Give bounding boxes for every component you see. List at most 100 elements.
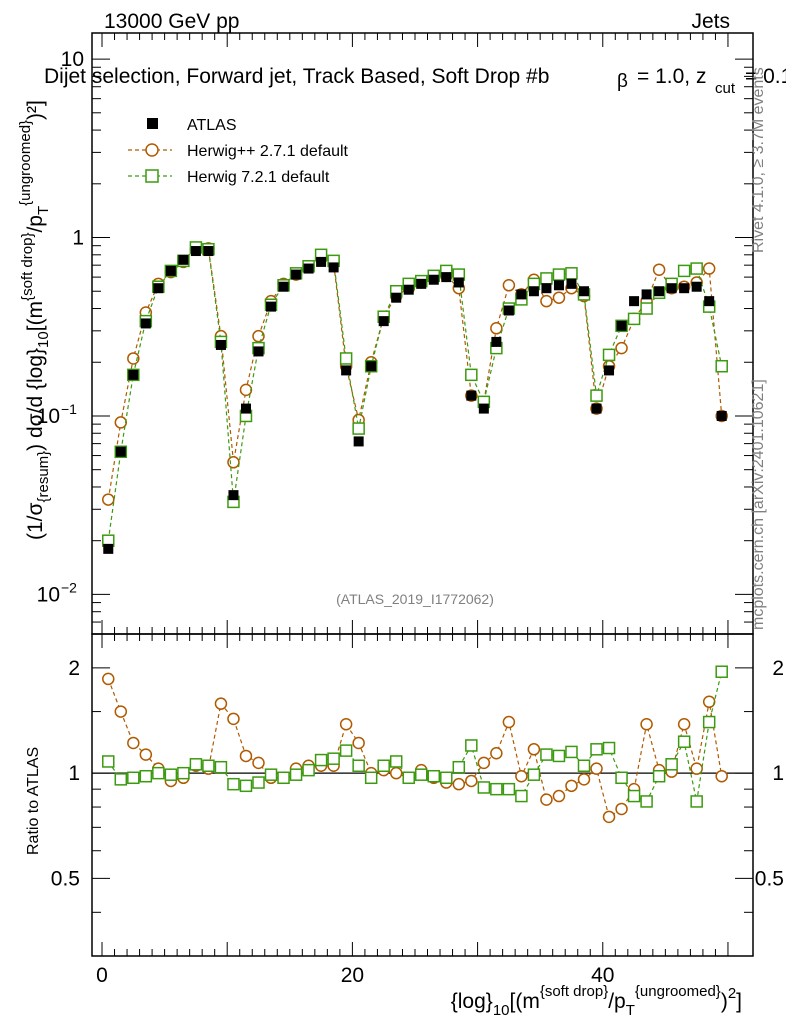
data-point bbox=[566, 278, 577, 289]
y-axis-label-main: (1/σ{resum}) dσ/d {log}10[(m{soft drop}/… bbox=[17, 100, 52, 540]
data-point bbox=[616, 320, 627, 331]
data-point bbox=[640, 717, 653, 731]
data-point bbox=[114, 705, 128, 718]
data-point bbox=[228, 490, 239, 501]
series-main-open-circle bbox=[102, 242, 728, 506]
data-point bbox=[391, 292, 402, 303]
x-axis-label: {log}10[(m{soft drop}/pT{ungroomed})2] bbox=[451, 983, 742, 1019]
zcut-value: = 0.1 bbox=[745, 65, 786, 88]
data-point bbox=[402, 771, 415, 785]
beta-zcut-text: = 1.0, z bbox=[637, 65, 706, 88]
data-point bbox=[502, 279, 516, 292]
data-point bbox=[704, 296, 715, 307]
data-point bbox=[677, 264, 691, 278]
data-point bbox=[291, 269, 302, 280]
data-point bbox=[252, 756, 265, 770]
beta-glyph: β bbox=[617, 71, 628, 92]
data-point bbox=[414, 768, 428, 781]
data-point bbox=[453, 277, 464, 288]
data-point bbox=[114, 416, 128, 429]
data-point bbox=[227, 456, 240, 469]
data-point bbox=[715, 769, 728, 783]
data-point bbox=[289, 768, 303, 781]
data-point bbox=[702, 262, 716, 275]
data-point bbox=[677, 717, 691, 731]
data-point bbox=[214, 760, 228, 774]
data-point bbox=[540, 748, 553, 761]
data-point bbox=[666, 283, 677, 294]
data-point bbox=[416, 278, 427, 289]
data-point bbox=[553, 280, 564, 291]
data-point bbox=[590, 389, 603, 402]
selection-title: Dijet selection, Forward jet, Track Base… bbox=[44, 65, 549, 88]
data-point bbox=[202, 759, 215, 772]
y-tick-label: 1 bbox=[72, 227, 84, 250]
data-point bbox=[702, 695, 716, 709]
data-point bbox=[552, 749, 566, 763]
data-point bbox=[640, 795, 653, 808]
data-point bbox=[239, 383, 253, 397]
data-point bbox=[690, 795, 703, 808]
data-point bbox=[139, 769, 153, 783]
data-point bbox=[490, 782, 503, 796]
data-point bbox=[352, 422, 365, 435]
data-point bbox=[352, 736, 365, 750]
y-tick-exponent: −2 bbox=[61, 579, 77, 595]
zcut-subscript: cut bbox=[715, 80, 736, 97]
data-point bbox=[540, 793, 553, 806]
data-point bbox=[565, 779, 578, 793]
data-point bbox=[139, 748, 153, 761]
data-point bbox=[328, 262, 339, 273]
data-point bbox=[690, 762, 703, 775]
ratio-y-tick-label: 2 bbox=[68, 657, 80, 680]
data-point bbox=[578, 286, 589, 297]
series-line bbox=[107, 671, 723, 803]
data-point bbox=[615, 802, 628, 816]
data-point bbox=[114, 773, 128, 786]
data-point bbox=[352, 759, 365, 772]
data-point bbox=[277, 771, 290, 785]
y-tick-label: 10 bbox=[37, 405, 60, 428]
data-point bbox=[102, 493, 115, 506]
data-point bbox=[189, 758, 203, 771]
data-point bbox=[629, 296, 640, 307]
y-axis-label-ratio: Ratio to ATLAS bbox=[25, 747, 42, 855]
data-point bbox=[364, 771, 378, 785]
data-point bbox=[403, 284, 414, 295]
data-point bbox=[715, 665, 728, 678]
data-point bbox=[389, 766, 403, 780]
series-ratio-open-square bbox=[102, 665, 728, 808]
data-point bbox=[527, 743, 541, 756]
data-point bbox=[339, 744, 353, 757]
data-point bbox=[302, 763, 315, 777]
data-point bbox=[565, 745, 578, 759]
data-point bbox=[478, 403, 489, 414]
data-point bbox=[552, 268, 566, 281]
data-point bbox=[515, 789, 528, 803]
data-point bbox=[264, 768, 278, 781]
data-point bbox=[240, 403, 251, 414]
data-point bbox=[602, 348, 616, 362]
data-point bbox=[615, 771, 628, 785]
data-point bbox=[502, 782, 516, 796]
data-point bbox=[527, 768, 541, 781]
data-point bbox=[577, 773, 591, 786]
data-point bbox=[339, 352, 353, 365]
data-point bbox=[477, 781, 491, 794]
y-tick-exponent: −1 bbox=[61, 401, 77, 417]
data-point bbox=[115, 446, 126, 457]
data-point bbox=[440, 771, 453, 785]
data-point bbox=[316, 256, 327, 267]
analysis-watermark: (ATLAS_2019_I1772062) bbox=[336, 591, 494, 607]
data-point bbox=[679, 283, 690, 294]
data-point bbox=[490, 322, 503, 335]
data-point bbox=[715, 359, 728, 373]
data-point bbox=[540, 294, 553, 308]
data-point bbox=[178, 254, 189, 265]
data-point bbox=[127, 771, 140, 785]
data-point bbox=[177, 766, 190, 780]
data-point bbox=[102, 755, 115, 768]
data-point bbox=[103, 543, 114, 554]
data-point bbox=[452, 777, 466, 791]
